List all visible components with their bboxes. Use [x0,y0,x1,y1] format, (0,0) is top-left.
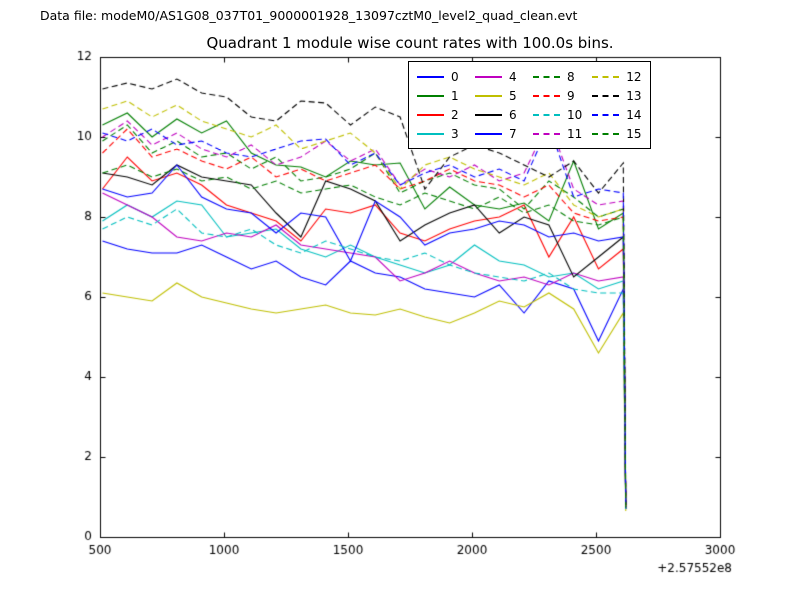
legend-entry: 0 [417,67,465,86]
legend-entry-label: 3 [451,126,459,141]
legend-line-sample [592,75,620,78]
legend-column: 4 5 6 7 [475,67,523,143]
legend-entry: 2 [417,105,465,124]
legend-entry-label: 1 [451,88,459,103]
legend-entry-label: 4 [509,69,517,84]
legend-line-sample [417,132,444,135]
legend-line-sample [533,94,560,97]
legend-line-sample [592,94,620,97]
legend-column: 8 9 10 11 [533,67,582,143]
legend-entry: 4 [475,67,523,86]
legend-line-sample [475,132,502,135]
legend-line-sample [417,94,444,97]
legend-line-sample [475,113,502,116]
legend-entry: 13 [592,86,642,105]
legend-column: 12 13 14 15 [592,67,642,143]
legend-entry-label: 10 [567,107,583,122]
legend-entry: 9 [533,86,582,105]
legend-line-sample [475,75,502,78]
legend-entry: 12 [592,67,642,86]
legend-entry-label: 14 [626,107,642,122]
legend-entry-label: 0 [451,69,459,84]
legend-entry: 3 [417,124,465,143]
legend-entry: 1 [417,86,465,105]
legend-column: 0 1 2 3 [417,67,465,143]
legend-line-sample [533,113,560,116]
legend-line-sample [417,113,444,116]
legend-entry: 14 [592,105,642,124]
legend-entry-label: 12 [626,69,642,84]
legend-entry: 6 [475,105,523,124]
legend-entry: 7 [475,124,523,143]
legend-entry: 10 [533,105,582,124]
legend-entry: 11 [533,124,582,143]
legend: 0 1 2 3 4 5 6 7 8 9 10 11 12 13 14 15 [408,61,651,149]
legend-entry-label: 8 [567,69,575,84]
legend-line-sample [417,75,444,78]
legend-entry-label: 13 [626,88,642,103]
legend-line-sample [533,132,560,135]
legend-entry-label: 6 [509,107,517,122]
legend-entry: 5 [475,86,523,105]
legend-entry-label: 11 [567,126,583,141]
legend-entry-label: 7 [509,126,517,141]
legend-line-sample [475,94,502,97]
legend-entry-label: 9 [567,88,575,103]
legend-entry: 15 [592,124,642,143]
legend-entry-label: 2 [451,107,459,122]
legend-line-sample [592,132,620,135]
legend-line-sample [592,113,620,116]
legend-entry: 8 [533,67,582,86]
legend-entry-label: 15 [626,126,642,141]
legend-line-sample [533,75,560,78]
legend-entry-label: 5 [509,88,517,103]
